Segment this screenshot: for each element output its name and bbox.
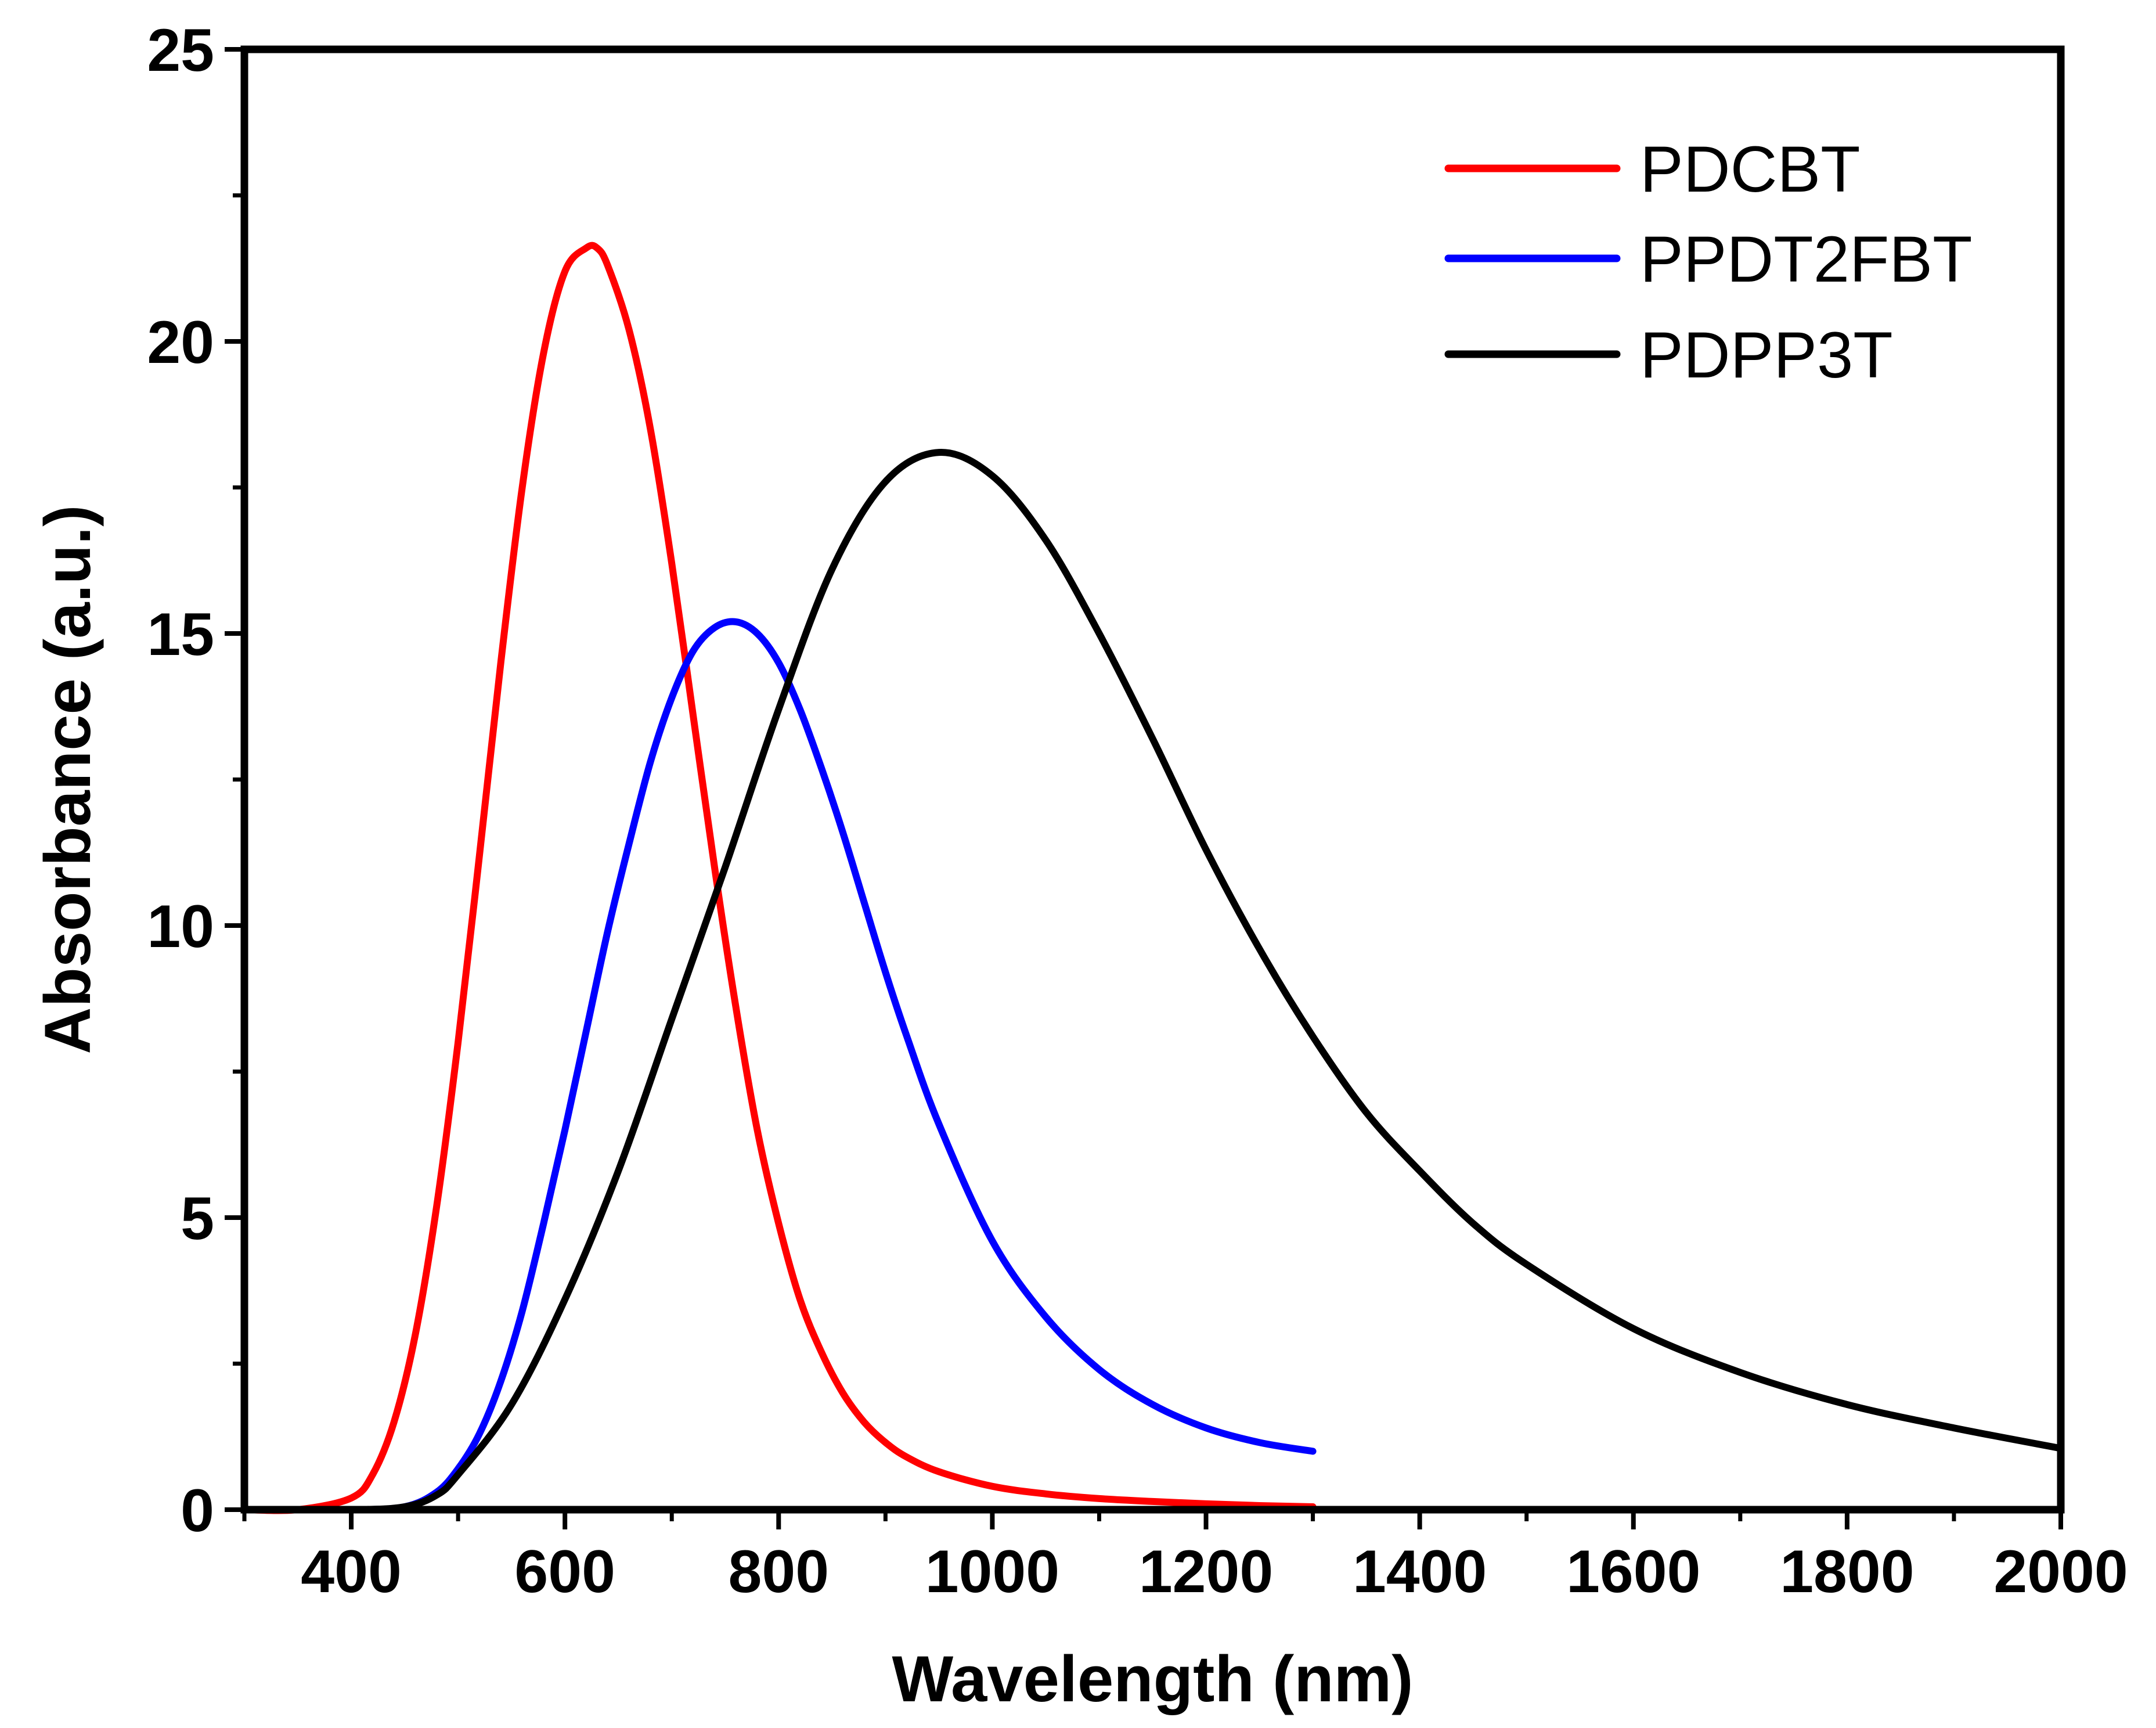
series-line-pdpp3t bbox=[241, 449, 2064, 1514]
x-tick-label: 800 bbox=[729, 1538, 830, 1605]
y-tick-label: 0 bbox=[181, 1477, 214, 1545]
x-tick-label: 1000 bbox=[925, 1538, 1059, 1605]
y-tick-label: 10 bbox=[147, 893, 214, 960]
series-layer bbox=[241, 242, 2064, 1514]
y-axis-title: Absorbance (a.u.) bbox=[31, 505, 104, 1054]
series-line-ppdt2fbt bbox=[241, 618, 1317, 1514]
x-tick-label: 2000 bbox=[1993, 1538, 2128, 1605]
y-tick-label: 25 bbox=[147, 17, 214, 84]
x-tick-label: 1800 bbox=[1780, 1538, 1914, 1605]
x-tick-label: 400 bbox=[301, 1538, 402, 1605]
x-tick-label: 1400 bbox=[1353, 1538, 1487, 1605]
plot-frame bbox=[240, 45, 2065, 1514]
tick-labels-layer: 400 600 800 1000 1200 1400 1600 1800 2000 0 5 10 15 2… bbox=[147, 17, 2128, 1605]
series-line-pdcbt bbox=[241, 242, 1317, 1514]
legend-label-pdcbt: PDCBT bbox=[1640, 133, 1861, 206]
x-axis-title: Wavelength (nm) bbox=[892, 1643, 1413, 1715]
x-tick-label: 1600 bbox=[1566, 1538, 1700, 1605]
x-tick-label: 600 bbox=[514, 1538, 615, 1605]
legend-label-pdpp3t: PDPP3T bbox=[1640, 319, 1893, 391]
y-tick-label: 20 bbox=[147, 309, 214, 376]
y-tick-label: 5 bbox=[181, 1185, 214, 1252]
legend: PDCBT PPDT2FBT PDPP3T bbox=[1444, 133, 1973, 391]
y-tick-label: 15 bbox=[147, 601, 214, 668]
x-tick-label: 1200 bbox=[1139, 1538, 1273, 1605]
legend-label-ppdt2fbt: PPDT2FBT bbox=[1640, 223, 1973, 296]
